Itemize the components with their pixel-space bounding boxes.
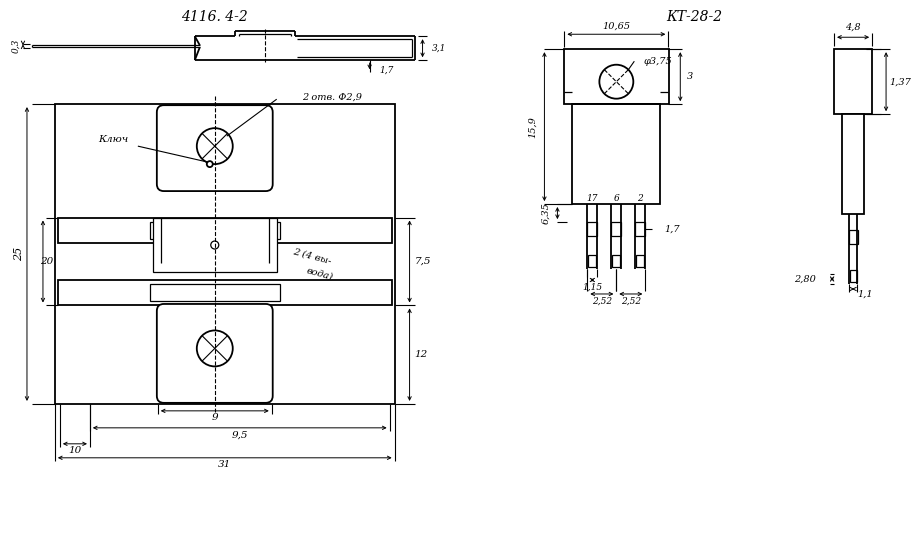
Text: 31: 31 [218, 460, 231, 469]
Text: 2 отв. Φ2,9: 2 отв. Φ2,9 [302, 93, 362, 102]
Text: 0,3: 0,3 [12, 39, 20, 53]
Text: 1,7: 1,7 [380, 66, 394, 75]
Text: 2: 2 [638, 194, 643, 203]
Text: 1,1: 1,1 [857, 289, 873, 299]
Bar [153, 218, 277, 273]
Bar [588, 222, 598, 236]
FancyBboxPatch shape [157, 304, 272, 403]
Text: 4,8: 4,8 [845, 23, 861, 32]
Text: 2 (4 вы-: 2 (4 вы- [292, 247, 332, 266]
Circle shape [207, 161, 213, 167]
Bar [149, 222, 280, 239]
Text: 2,80: 2,80 [794, 274, 816, 284]
Text: 17: 17 [587, 194, 599, 203]
Text: 4116. 4-2: 4116. 4-2 [181, 10, 248, 24]
Bar [611, 222, 621, 236]
Text: 2,52: 2,52 [592, 296, 612, 306]
Bar [589, 255, 597, 267]
Text: 7,5: 7,5 [415, 257, 431, 266]
Text: 15,9: 15,9 [528, 116, 537, 137]
Text: КТ-28-2: КТ-28-2 [666, 10, 722, 24]
Text: 3,1: 3,1 [432, 44, 445, 53]
Text: 9: 9 [211, 413, 218, 423]
Bar [842, 114, 865, 214]
Text: 25: 25 [14, 247, 24, 261]
Text: 6,35: 6,35 [541, 202, 550, 224]
Text: 6: 6 [613, 194, 619, 203]
Text: Ключ: Ключ [97, 135, 128, 143]
Text: 10,65: 10,65 [602, 22, 630, 31]
Bar [55, 104, 394, 404]
Bar [849, 230, 858, 244]
Circle shape [210, 241, 219, 249]
FancyBboxPatch shape [157, 105, 272, 191]
Text: 1,37: 1,37 [889, 77, 911, 86]
Text: 3: 3 [687, 72, 693, 81]
Circle shape [197, 128, 232, 164]
Bar [58, 280, 392, 306]
Text: φ3,75: φ3,75 [644, 57, 672, 66]
Text: 2,52: 2,52 [620, 296, 641, 306]
Text: 10: 10 [68, 446, 82, 455]
Bar [850, 270, 857, 282]
Text: 1,15: 1,15 [582, 282, 602, 292]
Bar [565, 49, 670, 104]
Circle shape [599, 65, 633, 99]
Bar [149, 285, 280, 301]
Bar [834, 49, 872, 114]
Text: .: . [213, 97, 216, 105]
Text: 20: 20 [40, 257, 54, 266]
Text: 12: 12 [414, 350, 427, 359]
Text: 9,5: 9,5 [231, 430, 248, 439]
Bar [612, 255, 620, 267]
Bar [636, 255, 644, 267]
Bar [58, 218, 392, 243]
Bar [635, 222, 645, 236]
Text: 1,7: 1,7 [664, 225, 680, 233]
Bar [572, 104, 660, 204]
Text: вода): вода) [305, 266, 334, 281]
Circle shape [197, 330, 232, 367]
